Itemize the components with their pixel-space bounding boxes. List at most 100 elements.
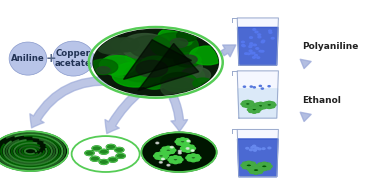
- Circle shape: [196, 156, 201, 159]
- Circle shape: [97, 39, 125, 54]
- Circle shape: [182, 145, 187, 148]
- Circle shape: [159, 162, 162, 163]
- Circle shape: [180, 55, 197, 64]
- Circle shape: [154, 155, 159, 157]
- Circle shape: [161, 73, 197, 92]
- Circle shape: [191, 159, 196, 162]
- Circle shape: [166, 146, 171, 149]
- Circle shape: [90, 156, 100, 161]
- Circle shape: [271, 37, 274, 39]
- Circle shape: [85, 151, 94, 156]
- Circle shape: [142, 76, 166, 89]
- Circle shape: [258, 163, 271, 170]
- Circle shape: [156, 55, 202, 80]
- Circle shape: [253, 149, 256, 151]
- Circle shape: [191, 147, 195, 150]
- Circle shape: [162, 147, 167, 150]
- Circle shape: [258, 167, 263, 170]
- Circle shape: [159, 152, 164, 155]
- Circle shape: [72, 136, 139, 172]
- Circle shape: [259, 169, 264, 171]
- Circle shape: [168, 158, 173, 161]
- Circle shape: [187, 155, 199, 161]
- Circle shape: [261, 88, 263, 89]
- Circle shape: [162, 156, 167, 159]
- Circle shape: [249, 101, 253, 103]
- Circle shape: [171, 38, 188, 48]
- Circle shape: [269, 30, 272, 32]
- Polygon shape: [238, 27, 278, 65]
- Polygon shape: [124, 40, 192, 79]
- Circle shape: [187, 155, 192, 157]
- Circle shape: [262, 103, 266, 105]
- Circle shape: [255, 107, 260, 109]
- Circle shape: [250, 167, 255, 169]
- Text: Copper: Copper: [56, 49, 91, 58]
- Circle shape: [250, 103, 255, 105]
- Circle shape: [253, 57, 255, 58]
- Circle shape: [262, 168, 267, 170]
- Circle shape: [189, 46, 225, 65]
- Circle shape: [250, 43, 253, 44]
- Circle shape: [250, 166, 255, 169]
- Circle shape: [173, 156, 178, 158]
- Circle shape: [250, 171, 255, 174]
- Circle shape: [101, 53, 149, 77]
- Circle shape: [252, 164, 257, 167]
- Circle shape: [180, 143, 185, 146]
- Circle shape: [255, 103, 259, 105]
- Circle shape: [171, 149, 176, 152]
- Circle shape: [250, 167, 262, 174]
- Circle shape: [178, 158, 183, 161]
- Circle shape: [258, 163, 263, 166]
- Circle shape: [241, 164, 246, 167]
- Circle shape: [242, 162, 255, 169]
- Text: Polyaniline: Polyaniline: [303, 42, 359, 51]
- Circle shape: [249, 110, 253, 112]
- Circle shape: [242, 45, 245, 46]
- Circle shape: [250, 162, 255, 165]
- Circle shape: [263, 105, 268, 107]
- Circle shape: [186, 148, 189, 149]
- Circle shape: [270, 102, 275, 104]
- Circle shape: [169, 147, 174, 150]
- Circle shape: [169, 160, 174, 163]
- Circle shape: [184, 139, 189, 141]
- Circle shape: [97, 67, 110, 74]
- Circle shape: [161, 77, 201, 99]
- Circle shape: [186, 156, 191, 159]
- Circle shape: [243, 166, 248, 169]
- Circle shape: [255, 147, 258, 149]
- Circle shape: [180, 138, 185, 140]
- Circle shape: [141, 56, 170, 72]
- Circle shape: [157, 54, 184, 68]
- Circle shape: [181, 147, 185, 150]
- Circle shape: [99, 38, 130, 53]
- Circle shape: [262, 104, 267, 106]
- Circle shape: [155, 156, 160, 159]
- Ellipse shape: [53, 41, 94, 76]
- Circle shape: [176, 160, 182, 163]
- Circle shape: [264, 102, 268, 104]
- Circle shape: [174, 53, 201, 67]
- Circle shape: [180, 39, 192, 46]
- Circle shape: [250, 86, 252, 87]
- Circle shape: [161, 149, 166, 152]
- Circle shape: [242, 45, 245, 47]
- FancyArrowPatch shape: [169, 95, 188, 131]
- FancyArrowPatch shape: [300, 59, 311, 69]
- Circle shape: [242, 105, 247, 107]
- Circle shape: [162, 151, 167, 153]
- Circle shape: [249, 45, 252, 46]
- Circle shape: [170, 146, 173, 148]
- Circle shape: [106, 144, 116, 149]
- Circle shape: [112, 62, 159, 87]
- Circle shape: [128, 72, 142, 79]
- Circle shape: [189, 145, 194, 148]
- Circle shape: [262, 162, 267, 165]
- Circle shape: [176, 142, 182, 145]
- Circle shape: [268, 147, 271, 149]
- Polygon shape: [138, 43, 199, 91]
- Circle shape: [255, 106, 259, 109]
- Circle shape: [242, 101, 253, 107]
